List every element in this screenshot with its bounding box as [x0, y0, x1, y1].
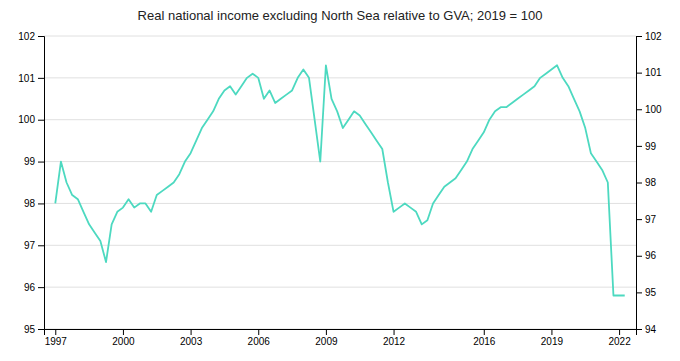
tick-mark — [38, 203, 44, 204]
tick-mark — [55, 329, 56, 335]
grid-line — [44, 245, 636, 246]
grid-line — [44, 203, 636, 204]
tick-label: 98 — [645, 177, 657, 188]
tick-mark — [636, 146, 642, 147]
tick-mark — [38, 162, 44, 163]
tick-label: 95 — [24, 324, 36, 335]
x-axis: 1997 2000 2003 2006 2009 2012 2016 2019 2022 — [45, 329, 637, 347]
tick: 102 — [18, 31, 44, 42]
tick-label: 2006 — [248, 336, 271, 347]
tick: 2022 — [608, 329, 631, 347]
tick-mark — [38, 329, 44, 330]
tick-label: 2012 — [383, 336, 406, 347]
tick: 2016 — [473, 329, 496, 347]
tick-mark — [484, 329, 485, 335]
tick: 101 — [18, 73, 44, 84]
axis-line — [637, 37, 643, 330]
marks — [55, 65, 624, 295]
tick-mark — [636, 109, 642, 110]
tick: 100 — [18, 114, 44, 125]
tick: 2009 — [315, 329, 338, 347]
tick-mark — [551, 329, 552, 335]
tick: 1997 — [45, 329, 68, 347]
tick: 99 — [636, 141, 657, 152]
tick-mark — [191, 329, 192, 335]
tick-mark — [636, 73, 642, 74]
tick-mark — [123, 329, 124, 335]
tick-mark — [38, 287, 44, 288]
tick: 2019 — [541, 329, 564, 347]
tick-label: 101 — [645, 67, 662, 78]
tick: 98 — [24, 198, 44, 209]
tick-label: 99 — [645, 141, 657, 152]
tick-mark — [394, 329, 395, 335]
tick-mark — [38, 78, 44, 79]
y2-axis: 94 95 96 97 98 99 100 101 102 — [636, 31, 662, 335]
tick: 2000 — [112, 329, 135, 347]
tick: 99 — [24, 156, 44, 167]
axis-line — [38, 37, 45, 330]
tick-mark — [38, 245, 44, 246]
tick-mark — [636, 219, 642, 220]
tick-mark — [636, 256, 642, 257]
tick-label: 98 — [24, 198, 36, 209]
tick-mark — [636, 183, 642, 184]
tick-label: 2003 — [180, 336, 203, 347]
tick: 96 — [24, 282, 44, 293]
plot: 1997 2000 2003 2006 2009 2012 2016 2019 2022 95 96… — [18, 31, 662, 347]
tick: 100 — [636, 104, 662, 115]
tick-label: 95 — [645, 287, 657, 298]
tick-label: 102 — [18, 31, 35, 42]
y-axis: 95 96 97 98 99 100 101 102 — [18, 31, 44, 335]
tick: 2006 — [248, 329, 271, 347]
grid-line — [44, 36, 636, 37]
line — [55, 65, 624, 295]
tick: 102 — [636, 31, 662, 42]
tick-mark — [38, 36, 44, 37]
chart: 1997 2000 2003 2006 2009 2012 2016 2019 2022 95 96… — [0, 0, 680, 361]
grid-line — [44, 77, 636, 78]
tick-label: 2000 — [112, 336, 135, 347]
tick-mark — [636, 329, 642, 330]
tick-label: 100 — [645, 104, 662, 115]
tick: 101 — [636, 67, 662, 78]
tick-label: 102 — [645, 31, 662, 42]
tick: 97 — [24, 240, 44, 251]
tick-label: 97 — [24, 240, 36, 251]
tick-label: 1997 — [45, 336, 68, 347]
tick-mark — [636, 36, 642, 37]
tick-mark — [326, 329, 327, 335]
tick-label: 2016 — [473, 336, 496, 347]
grid-line — [44, 161, 636, 162]
tick-label: 96 — [645, 250, 657, 261]
tick: 95 — [636, 287, 657, 298]
tick-label: 100 — [18, 114, 35, 125]
tick-label: 96 — [24, 282, 36, 293]
tick-label: 2019 — [541, 336, 564, 347]
grid-line — [44, 287, 636, 288]
tick-mark — [636, 292, 642, 293]
tick-mark — [619, 329, 620, 335]
tick: 96 — [636, 250, 657, 261]
tick-mark — [258, 329, 259, 335]
title: Real national income excluding North Sea… — [138, 8, 543, 23]
tick: 95 — [24, 324, 44, 335]
grid — [44, 36, 636, 329]
tick-label: 94 — [645, 324, 657, 335]
tick-label: 2009 — [315, 336, 338, 347]
tick-label: 97 — [645, 214, 657, 225]
tick-label: 99 — [24, 156, 36, 167]
axis-line — [45, 330, 637, 336]
tick: 2012 — [383, 329, 406, 347]
tick: 97 — [636, 214, 657, 225]
tick-label: 101 — [18, 73, 35, 84]
tick-label: 2022 — [608, 336, 631, 347]
tick-mark — [38, 120, 44, 121]
tick: 2003 — [180, 329, 203, 347]
tick: 98 — [636, 177, 657, 188]
tick: 94 — [636, 324, 657, 335]
